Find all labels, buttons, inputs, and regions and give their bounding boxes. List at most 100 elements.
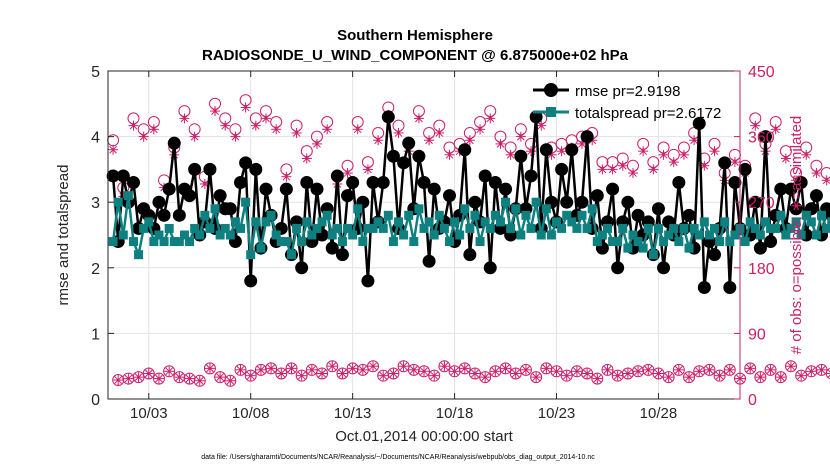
obs-assimilated-point	[714, 370, 725, 381]
obs-possible-point	[275, 367, 288, 380]
totalspread-point	[628, 230, 638, 240]
totalspread-point	[246, 250, 256, 260]
obs-assimilated-point	[337, 368, 348, 379]
obs-possible-point	[744, 362, 757, 375]
totalspread-point	[791, 217, 801, 227]
rmse-point	[325, 241, 339, 255]
totalspread-point	[567, 217, 577, 227]
totalspread-point	[450, 217, 460, 227]
obs-assimilated-point	[490, 366, 501, 377]
totalspread-point	[455, 230, 465, 240]
rmse-point	[397, 156, 411, 170]
totalspread-point	[562, 210, 572, 220]
rmse-point	[167, 136, 181, 150]
rmse-point	[239, 156, 253, 170]
obs-assimilated-point	[612, 370, 623, 381]
totalspread-point	[465, 223, 475, 233]
y-tick-label-right: 0	[748, 392, 757, 409]
obs-possible-point	[662, 371, 675, 384]
totalspread-point	[388, 237, 398, 247]
obs-assimilated-point	[729, 157, 740, 168]
rmse-point	[692, 116, 706, 130]
obs-assimilated-point	[362, 164, 373, 175]
totalspread-point	[760, 217, 770, 227]
rmse-point	[259, 182, 273, 196]
y-tick-label-right: 270	[748, 195, 775, 212]
data-file-footnote: data file: /Users/gharamti/Documents/NCA…	[201, 454, 595, 461]
totalspread-point	[424, 217, 434, 227]
rmse-point	[758, 130, 772, 144]
totalspread-point	[669, 223, 679, 233]
totalspread-point	[108, 237, 118, 247]
obs-possible-point	[764, 363, 777, 376]
obs-assimilated-point	[449, 366, 460, 377]
totalspread-point	[771, 223, 781, 233]
rmse-point	[499, 182, 513, 196]
obs-assimilated-point	[770, 124, 781, 135]
rmse-point	[488, 176, 502, 190]
obs-assimilated-point	[296, 370, 307, 381]
rmse-point	[565, 143, 579, 157]
obs-assimilated-point	[327, 361, 338, 372]
rmse-point	[514, 149, 528, 163]
totalspread-point	[781, 230, 791, 240]
obs-assimilated-point	[225, 375, 236, 386]
x-tick-label: 10/03	[130, 405, 168, 422]
totalspread-point	[134, 250, 144, 260]
obs-possible-point	[601, 363, 614, 376]
obs-assimilated-point	[556, 146, 567, 157]
totalspread-point	[113, 197, 123, 207]
obs-possible-point	[723, 363, 736, 376]
obs-assimilated-point	[469, 368, 480, 379]
obs-assimilated-point	[617, 160, 628, 171]
obs-possible-point	[326, 360, 339, 373]
totalspread-point	[174, 237, 184, 247]
axis-ticks: 10/03 10/08 10/13 10/18 10/23 10/280123450901…	[91, 64, 775, 422]
totalspread-point	[618, 223, 628, 233]
totalspread-point	[648, 250, 658, 260]
obs-assimilated-point	[602, 364, 613, 375]
obs-assimilated-point	[821, 175, 830, 186]
totalspread-point	[587, 204, 597, 214]
rmse-point	[539, 143, 553, 157]
obs-assimilated-point	[108, 144, 119, 155]
totalspread-point	[755, 230, 765, 240]
rmse-point	[682, 208, 696, 222]
obs-assimilated-point	[255, 364, 266, 375]
obs-assimilated-point	[633, 366, 644, 377]
obs-assimilated-point	[281, 171, 292, 182]
rmse-point	[346, 176, 360, 190]
totalspread-point	[195, 230, 205, 240]
obs-assimilated-point	[373, 135, 384, 146]
totalspread-point	[623, 243, 633, 253]
obs-assimilated-point	[551, 366, 562, 377]
obs-possible-point	[152, 372, 165, 385]
totalspread-point	[312, 223, 322, 233]
obs-assimilated-point	[439, 361, 450, 372]
totalspread-point	[725, 237, 735, 247]
totalspread-point	[256, 243, 266, 253]
obs-assimilated-point	[444, 149, 455, 160]
totalspread-point	[485, 223, 495, 233]
y-tick-label-left: 2	[91, 261, 100, 278]
obs-assimilated-point	[291, 127, 302, 138]
obs-assimilated-point	[459, 363, 470, 374]
obs-possible-point	[173, 371, 186, 384]
obs-assimilated-point	[235, 364, 246, 375]
totalspread-point	[149, 237, 159, 247]
totalspread-point	[817, 210, 827, 220]
totalspread-point	[653, 223, 663, 233]
rmse-point	[580, 130, 594, 144]
obs-assimilated-point	[592, 373, 603, 384]
totalspread-point	[552, 217, 562, 227]
obs-assimilated-point	[174, 372, 185, 383]
obs-assimilated-point	[694, 366, 705, 377]
obs-possible-point	[693, 365, 706, 378]
rmse-point	[748, 195, 762, 209]
rmse-point	[463, 248, 477, 262]
totalspread-point	[490, 210, 500, 220]
rmse-point	[555, 162, 569, 176]
y-axis-label-right: # of obs: o=possible; ∗=assimilated	[788, 116, 805, 355]
totalspread-point	[230, 217, 240, 227]
totalspread-point	[597, 230, 607, 240]
